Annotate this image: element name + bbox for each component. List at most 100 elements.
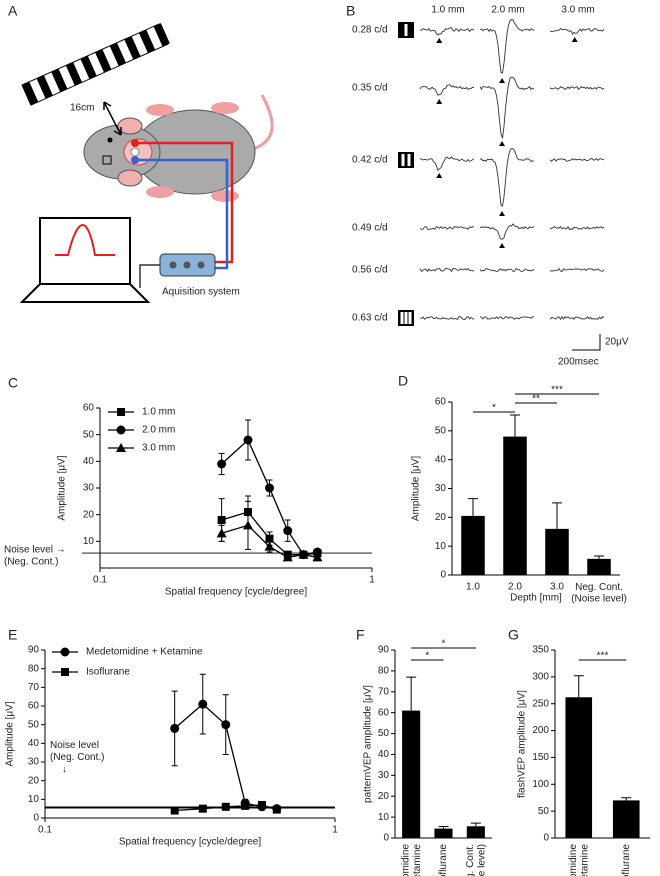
trace <box>549 267 605 273</box>
mouse-ear <box>117 117 143 135</box>
row-label: 0.56 c/d <box>352 265 388 276</box>
y-tick-label: 50 <box>538 806 550 817</box>
legend-label: Medetomidine + Ketamine <box>86 647 203 658</box>
significance-label: *** <box>597 651 609 662</box>
x-tick-label: Neg. Cont.(Noise level) <box>465 844 488 876</box>
y-tick-label: 20 <box>83 509 95 520</box>
y-tick-label: 40 <box>28 738 40 749</box>
grating-stripe <box>138 29 156 54</box>
trace <box>479 267 535 272</box>
error-bar <box>552 502 562 529</box>
trace <box>419 27 475 36</box>
grating-icon-stripe <box>401 154 405 166</box>
y-tick-label: 10 <box>435 541 447 552</box>
data-point <box>241 801 250 810</box>
wire-red <box>138 141 234 264</box>
y-tick-label: 70 <box>28 682 40 693</box>
x-tick-label: Isoflurane <box>621 844 632 876</box>
arrow <box>103 101 122 136</box>
y-tick-label: 30 <box>378 770 390 781</box>
noise-level-label: Noise level → <box>4 545 66 556</box>
panel-label: B <box>346 3 355 19</box>
y-axis-label: flashVEP amplitude [μV] <box>517 690 528 798</box>
y-tick-label: 50 <box>28 719 40 730</box>
error-bar <box>468 498 478 516</box>
data-point <box>170 723 180 733</box>
y-tick-label: 80 <box>378 666 390 677</box>
trace <box>419 84 475 96</box>
peak-marker <box>499 243 505 248</box>
noise-level-label: Noise level <box>50 740 99 751</box>
legend-marker <box>61 668 69 676</box>
x-tick-label: Medetomidine+ Ketamine <box>400 844 423 876</box>
y-tick-label: 20 <box>28 775 40 786</box>
y-tick-label: 0 <box>383 833 389 844</box>
y-tick-label: 50 <box>83 429 95 440</box>
laptop-base <box>19 283 151 303</box>
device-label: Aquisition system <box>162 287 240 298</box>
noise-level-label: (Neg. Cont.) <box>50 752 104 763</box>
y-tick-label: 0 <box>33 813 39 824</box>
y-tick-label: 200 <box>532 725 549 736</box>
error-bar <box>470 822 481 827</box>
significance-label: * <box>492 403 496 414</box>
noise-level-label: (Neg. Cont.) <box>4 557 58 568</box>
x-tick-label: Isoflurane <box>438 844 449 876</box>
legend-marker <box>60 647 70 657</box>
y-tick-label: 40 <box>435 454 447 465</box>
x-tick-label: 1 <box>369 575 375 586</box>
peak-marker <box>436 173 443 178</box>
x-tick-label: 0.1 <box>38 825 52 836</box>
significance-label: *** <box>551 385 563 396</box>
data-point <box>242 520 253 530</box>
row-label: 0.49 c/d <box>352 223 388 234</box>
mouse-foot <box>211 102 239 114</box>
row-label: 0.63 c/d <box>352 313 388 324</box>
trace <box>549 225 605 230</box>
y-tick-label: 60 <box>83 403 95 414</box>
panel-label: F <box>356 627 365 643</box>
error-bar <box>438 826 449 829</box>
y-tick-label: 20 <box>435 512 447 523</box>
x-tick-label: 1 <box>332 825 338 836</box>
peak-marker <box>436 38 443 43</box>
grating-stripe <box>22 81 39 106</box>
mouse-eye <box>107 137 113 143</box>
y-tick-label: 20 <box>378 791 390 802</box>
y-tick-label: 70 <box>378 686 390 697</box>
x-tick-label: Neg. Cont.(Noise level) <box>571 582 627 605</box>
box-knob <box>197 261 205 269</box>
y-tick-label: 300 <box>532 671 549 682</box>
bar <box>503 436 527 575</box>
row-label: 0.42 c/d <box>352 155 388 166</box>
x-tick-label: Medetomidine+ Ketamine <box>568 844 591 876</box>
x-axis-label: Depth [mm] <box>510 593 562 604</box>
mouse-foot <box>146 104 174 116</box>
scale-bar <box>572 334 601 351</box>
electrode <box>130 147 140 157</box>
trace <box>479 76 535 139</box>
y-tick-label: 60 <box>28 701 40 712</box>
grating-stripe <box>36 75 53 99</box>
y-tick-label: 10 <box>83 536 95 547</box>
bar <box>545 528 569 575</box>
box-knob <box>183 261 191 269</box>
error-bar <box>510 414 520 437</box>
grating-icon-stripe <box>407 154 411 166</box>
x-tick-label: 3.0 <box>550 582 564 593</box>
data-point <box>170 806 179 815</box>
peak-marker <box>499 141 505 146</box>
mouse-mark <box>102 155 112 165</box>
significance-label: * <box>442 639 446 650</box>
grating-icon <box>398 152 414 168</box>
trace <box>419 315 475 321</box>
y-tick-label: 10 <box>378 812 390 823</box>
grating-icon-stripe <box>404 312 408 324</box>
x-axis-label: Spatial frequency [cycle/degree] <box>119 837 262 848</box>
trace <box>549 85 605 91</box>
y-tick-label: 0 <box>440 570 446 581</box>
peak-marker <box>499 211 505 216</box>
data-point <box>198 804 207 813</box>
x-tick-label: 2.0 <box>508 582 522 593</box>
